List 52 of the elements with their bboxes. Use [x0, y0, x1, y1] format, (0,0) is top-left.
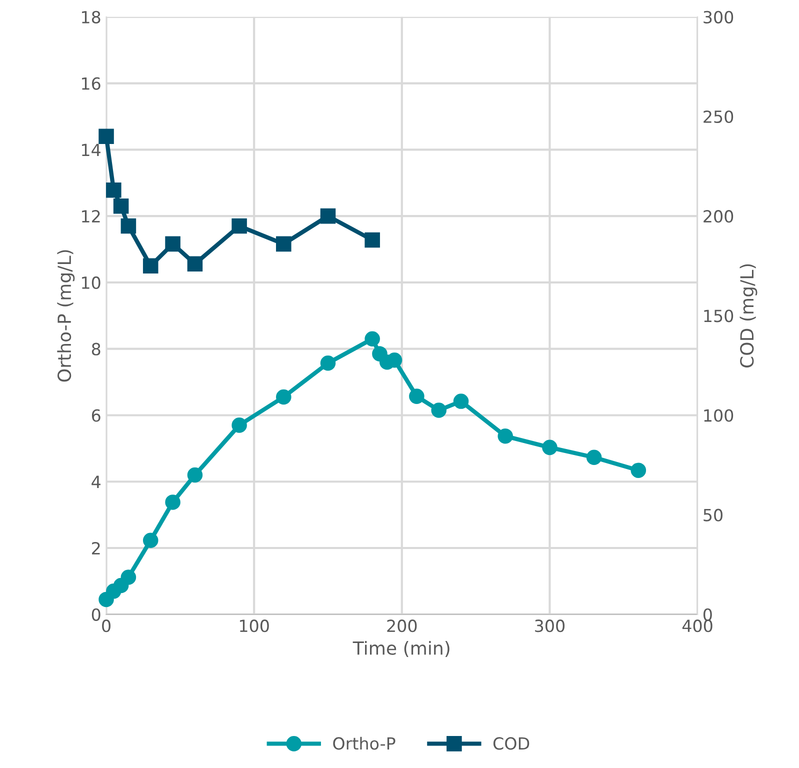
y-tick-label: 4	[92, 476, 100, 488]
y-axis-title: Ortho-P (mg/L)	[57, 250, 75, 382]
y2-tick-label: 50	[704, 508, 722, 522]
point	[187, 467, 203, 483]
y2-tick-label: 300	[704, 10, 734, 24]
x-tick-label: 100	[240, 620, 269, 632]
point	[586, 450, 602, 466]
y2-tick-label: 100	[704, 409, 734, 422]
y-tick-label: 8	[92, 342, 100, 356]
x-tick-label: 400	[682, 620, 712, 632]
y-tick-label: 14	[82, 144, 100, 156]
x-tick-label: 200	[387, 620, 417, 632]
x-axis-title: Time (min)	[352, 640, 450, 658]
point	[364, 331, 380, 347]
point	[165, 236, 180, 252]
y2-tick-label: 200	[704, 210, 734, 223]
y-tick-label: 6	[92, 409, 100, 422]
point	[165, 494, 180, 510]
y-tick-label: 0	[92, 608, 100, 621]
point	[364, 232, 380, 248]
point	[431, 402, 446, 418]
point	[98, 128, 114, 144]
point	[320, 355, 336, 371]
point	[106, 182, 122, 198]
x-tick-label: 0	[102, 620, 110, 632]
y-tick-label: 10	[82, 276, 100, 290]
point	[232, 218, 247, 234]
x-tick-label: 300	[535, 620, 565, 632]
y-tick-label: 18	[82, 10, 100, 24]
y-tick-label: 2	[92, 542, 100, 554]
point	[542, 440, 558, 456]
legend-label: Ortho-P	[333, 736, 396, 750]
point	[276, 389, 292, 405]
point	[120, 570, 136, 585]
y-tick-label: 12	[82, 210, 100, 222]
point	[409, 388, 424, 404]
y2-axis-title: COD (mg/L)	[740, 264, 758, 368]
point	[276, 236, 292, 252]
point	[498, 428, 514, 444]
y-tick-label: 16	[82, 77, 100, 90]
y2-tick-label: 250	[704, 110, 734, 124]
legend-label: COD	[493, 737, 530, 750]
point	[142, 532, 158, 548]
point	[120, 218, 136, 234]
point	[187, 256, 203, 272]
point	[113, 198, 129, 214]
point	[630, 462, 646, 478]
point	[232, 418, 247, 433]
point	[142, 258, 158, 274]
point	[453, 394, 469, 409]
point	[320, 208, 336, 224]
y2-tick-label: 150	[704, 310, 734, 322]
